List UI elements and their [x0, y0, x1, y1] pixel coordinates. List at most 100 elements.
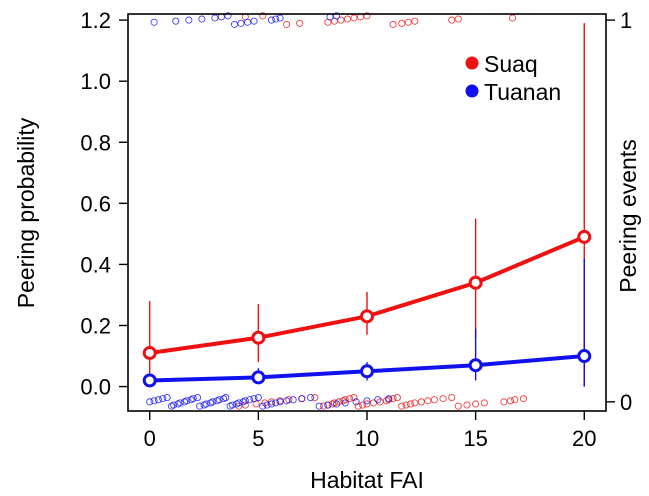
suaq-event-point [319, 402, 328, 410]
legend: Suaq Tuanan [465, 51, 561, 105]
suaq-event-point [311, 394, 319, 402]
tuanan-event-point [193, 394, 202, 402]
suaq-event-point [519, 395, 527, 403]
tuanan-event-point [211, 14, 219, 22]
x-tick-label: 20 [572, 426, 596, 451]
suaq-event-point [472, 400, 480, 408]
tuanan-data-point [251, 370, 266, 385]
suaq-event-point [335, 398, 343, 406]
suaq-event-point [341, 396, 349, 404]
legend-marker-tuanan [465, 84, 479, 98]
y-tick-label: 1.2 [80, 8, 111, 33]
tuanan-event-point [235, 399, 243, 407]
suaq-event-point [343, 15, 351, 23]
suaq-event-point [376, 398, 384, 406]
tuanan-event-point [276, 14, 284, 22]
tuanan-event-point [315, 402, 323, 410]
suaq-event-point [398, 19, 406, 27]
tuanan-event-point [176, 399, 184, 407]
tuanan-event-point [250, 395, 258, 403]
tuanan-event-point [150, 18, 158, 26]
suaq-event-point [393, 394, 401, 402]
tuanan-event-point [333, 12, 341, 20]
suaq-event-point [402, 401, 410, 409]
y2-axis-label: Peering events [615, 139, 641, 292]
tuanan-event-point [306, 394, 315, 402]
suaq-event-point [511, 396, 519, 404]
legend-label-tuanan: Tuanan [484, 79, 561, 105]
suaq-event-point [417, 398, 425, 406]
suaq-event-point [500, 398, 508, 406]
tuanan-event-point [154, 396, 162, 404]
suaq-data-point [142, 345, 157, 360]
tuanan-event-point [209, 398, 217, 406]
tuanan-event-point [196, 402, 204, 410]
suaq-event-point [235, 402, 243, 410]
tuanan-event-point [146, 398, 154, 406]
suaq-event-point [337, 16, 345, 24]
suaq-event-point [411, 399, 419, 407]
tuanan-event-point [283, 397, 291, 405]
x-tick-label: 10 [355, 426, 379, 451]
tuanan-event-point [215, 396, 223, 404]
tuanan-event-point [259, 402, 267, 410]
suaq-event-point [389, 20, 397, 28]
tuanan-event-point [202, 400, 210, 408]
suaq-data-point [360, 309, 374, 324]
suaq-event-point [404, 18, 412, 26]
tuanan-event-point [159, 395, 167, 403]
suaq-event-point [439, 395, 447, 403]
suaq-data-point [577, 229, 592, 244]
tuanan-event-point [172, 17, 180, 25]
y-tick-label: 0.2 [80, 313, 111, 338]
suaq-event-point [363, 12, 371, 20]
tuanan-data-point [142, 373, 157, 388]
x-axis-label: Habitat FAI [310, 467, 424, 493]
suaq-event-point [283, 20, 291, 28]
tuanan-event-point [341, 399, 349, 407]
tuanan-event-point [150, 397, 158, 405]
tuanan-event-point [267, 400, 275, 408]
tuanan-event-point [352, 398, 360, 406]
tuanan-event-point [189, 395, 197, 403]
suaq-event-point [480, 399, 488, 407]
suaq-event-point [350, 14, 358, 22]
suaq-event-point [406, 400, 415, 408]
legend-marker-suaq [465, 56, 479, 70]
tuanan-data-point [577, 349, 592, 364]
suaq-data-point [468, 275, 483, 290]
suaq-event-point [389, 395, 397, 403]
plot-layer [142, 12, 592, 410]
tuanan-event-point [241, 397, 249, 405]
axes-layer: 0 5 10 15 20 0.0 0.2 0.4 0.6 0.8 1.0 1.2 0 1 [80, 8, 632, 451]
y-tick-label: 0.4 [80, 252, 111, 277]
tuanan-event-point [324, 401, 332, 409]
tuanan-event-point [224, 12, 232, 20]
y-tick-label: 0.6 [80, 191, 111, 216]
suaq-event-point [448, 394, 456, 402]
suaq-event-point [448, 16, 456, 24]
tuanan-event-point [222, 394, 230, 402]
suaq-event-point [398, 402, 406, 410]
tuanan-event-point [230, 20, 239, 28]
legend-label-suaq: Suaq [484, 51, 538, 77]
suaq-event-point [259, 12, 267, 20]
suaq-event-point [509, 14, 517, 22]
suaq-event-point [430, 396, 438, 404]
suaq-event-point [506, 397, 514, 405]
tuanan-event-point [198, 15, 206, 23]
tuanan-event-point [185, 16, 193, 24]
tuanan-event-point [246, 396, 254, 404]
tuanan-event-point [276, 398, 284, 406]
tuanan-event-point [183, 397, 191, 405]
tuanan-event-point [272, 15, 280, 23]
suaq-event-point [411, 17, 419, 25]
tuanan-event-point [163, 394, 171, 402]
y-axis-label: Peering probability [13, 117, 39, 308]
suaq-data-point [251, 330, 266, 345]
tuanan-event-point [263, 401, 271, 409]
tuanan-event-point [243, 18, 252, 26]
tuanan-event-point [272, 399, 280, 407]
suaq-event-point [454, 15, 462, 23]
